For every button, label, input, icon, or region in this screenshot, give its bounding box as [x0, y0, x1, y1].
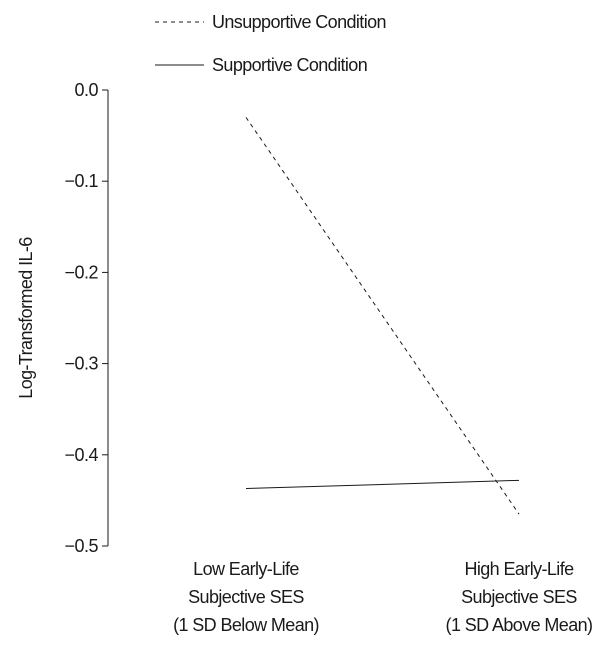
x-tick-label: Subjective SES: [188, 587, 304, 607]
y-tick-label: −0.5: [64, 536, 98, 556]
x-tick-label: High Early-Life: [464, 559, 574, 579]
legend-label: Unsupportive Condition: [212, 12, 386, 32]
series-line-solid: [245, 479, 520, 490]
series-lines: [245, 117, 520, 515]
x-tick-label: (1 SD Below Mean): [173, 615, 319, 635]
y-tick-label: 0.0: [74, 80, 98, 100]
y-tick-label: −0.4: [64, 445, 98, 465]
x-axis-labels: Low Early-Life Subjective SES (1 SD Below …: [173, 559, 593, 635]
y-axis-ticks: 0.0 −0.1 −0.2 −0.3 −0.4 −0.5: [64, 80, 108, 556]
y-tick-label: −0.2: [64, 262, 98, 282]
x-tick-label: Subjective SES: [461, 587, 577, 607]
y-tick-label: −0.1: [64, 171, 98, 191]
series-line-dashed: [245, 117, 520, 515]
y-tick-label: −0.3: [64, 354, 98, 374]
legend-label: Supportive Condition: [212, 55, 367, 75]
x-tick-label: (1 SD Above Mean): [446, 615, 593, 635]
y-axis-label: Log-Transformed IL-6: [16, 237, 36, 399]
legend: Unsupportive Condition Supportive Conditi…: [155, 12, 387, 75]
x-tick-label: Low Early-Life: [193, 559, 299, 579]
